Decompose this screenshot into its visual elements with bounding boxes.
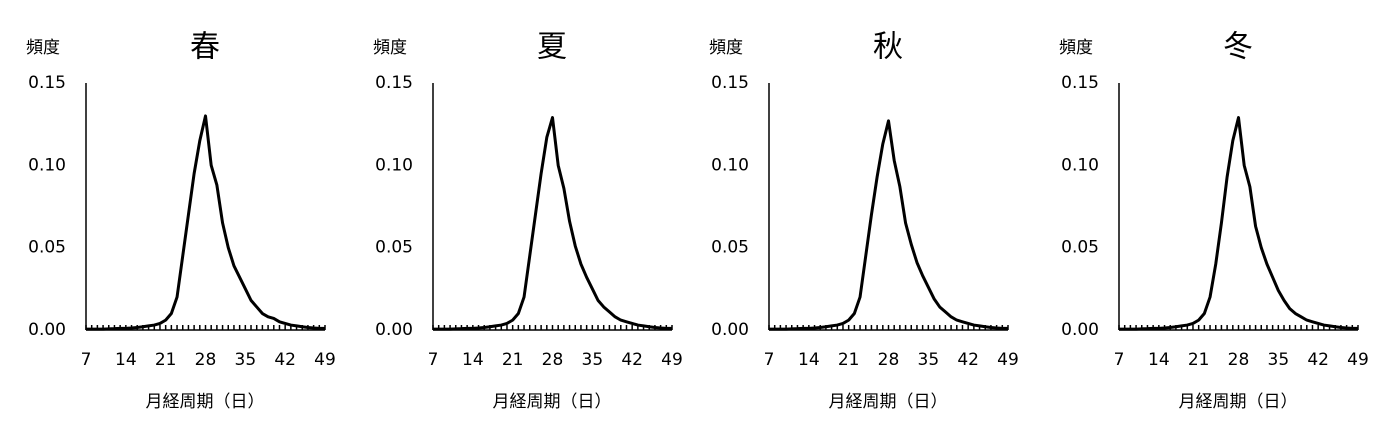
x-tick-label: 49 [1347,350,1369,370]
y-tick-label: 0.00 [1061,320,1099,340]
x-tick-label: 42 [621,350,643,370]
x-tick-label: 42 [274,350,296,370]
x-tick-label: 7 [1114,350,1125,370]
x-tick-label: 7 [764,350,775,370]
x-axis-label: 月経周期（日） [146,392,265,412]
chart-title: 夏 [537,30,567,65]
y-tick-label: 0.05 [1061,238,1099,258]
x-tick-label: 28 [878,350,900,370]
x-axis-label: 月経周期（日） [829,392,948,412]
line [86,114,325,331]
y-tick-label: 0.10 [375,155,413,175]
x-tick-label: 28 [1228,350,1250,370]
x-tick-label: 7 [81,350,92,370]
x-tick-label: 49 [661,350,683,370]
x-tick-label: 35 [918,350,940,370]
x-tick-label: 21 [502,350,524,370]
x-tick-label: 35 [1268,350,1290,370]
y-tick-label: 0.10 [1061,155,1099,175]
y-axis-label: 頻度 [709,38,743,58]
line [1119,116,1358,331]
x-axis-label: 月経周期（日） [493,392,612,412]
chart-title: 冬 [1223,30,1253,65]
y-tick-label: 0.05 [28,238,66,258]
y-tick-label: 0.15 [1061,73,1099,93]
y-tick-label: 0.00 [28,320,66,340]
x-tick-label: 35 [235,350,257,370]
x-tick-label: 14 [1148,350,1170,370]
x-tick-label: 28 [195,350,217,370]
x-axis-label: 月経周期（日） [1179,392,1298,412]
x-tick-label: 14 [798,350,820,370]
line [433,116,672,331]
y-tick-label: 0.10 [711,155,749,175]
line [769,119,1008,331]
chart-title: 秋 [873,30,903,65]
y-axis-label: 頻度 [26,38,60,58]
x-tick-label: 42 [957,350,979,370]
y-tick-label: 0.15 [28,73,66,93]
x-tick-label: 14 [115,350,137,370]
x-tick-label: 21 [1188,350,1210,370]
y-tick-label: 0.00 [375,320,413,340]
x-tick-label: 42 [1307,350,1329,370]
y-tick-label: 0.10 [28,155,66,175]
x-tick-label: 49 [314,350,336,370]
y-tick-label: 0.05 [711,238,749,258]
x-tick-label: 21 [155,350,177,370]
x-tick-label: 21 [838,350,860,370]
y-axis-label: 頻度 [1059,38,1093,58]
y-tick-label: 0.15 [711,73,749,93]
x-tick-label: 28 [542,350,564,370]
x-tick-label: 14 [462,350,484,370]
x-tick-label: 7 [428,350,439,370]
chart-title: 春 [190,30,220,65]
x-tick-label: 35 [582,350,604,370]
y-axis-label: 頻度 [373,38,407,58]
y-tick-label: 0.05 [375,238,413,258]
y-tick-label: 0.00 [711,320,749,340]
x-tick-label: 49 [997,350,1019,370]
y-tick-label: 0.15 [375,73,413,93]
